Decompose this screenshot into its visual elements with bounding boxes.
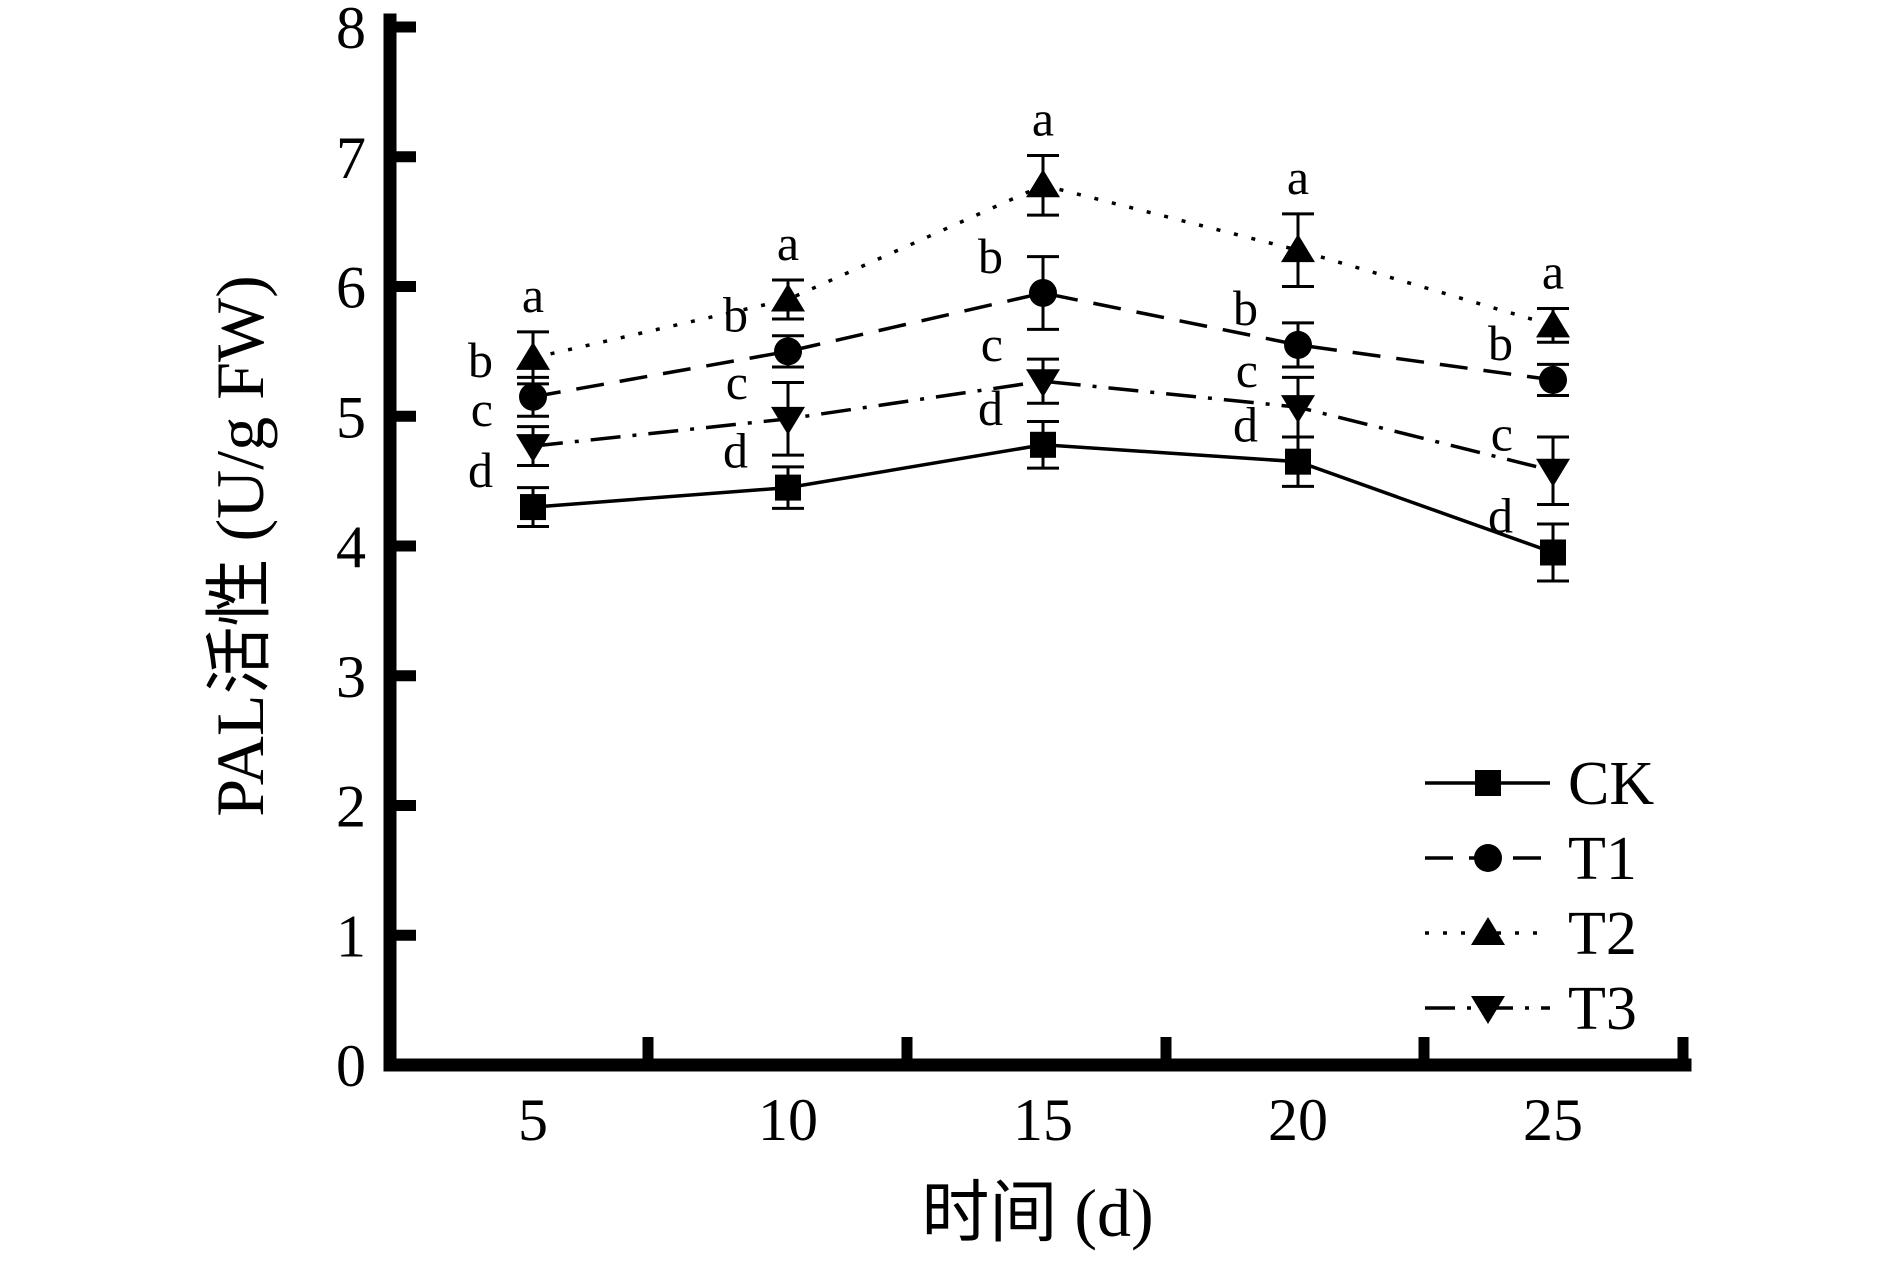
legend-marker-T1 (1474, 844, 1502, 872)
sig-letter-CK-10: d (723, 423, 748, 479)
marker-CK-20 (1285, 448, 1311, 475)
legend-label-T1: T1 (1568, 825, 1637, 893)
sig-letter-CK-25: d (1488, 487, 1513, 543)
marker-T2-20 (1281, 234, 1315, 263)
marker-T2-25 (1536, 309, 1570, 338)
sig-letter-T1-5: b (468, 332, 493, 388)
legend-label-T2: T2 (1568, 900, 1637, 968)
marker-T3-25 (1536, 458, 1570, 487)
sig-letter-T3-25: c (1491, 406, 1513, 462)
legend-label-CK: CK (1568, 750, 1654, 818)
marker-T2-5 (516, 341, 550, 370)
y-tick-label-7: 7 (336, 125, 366, 191)
sig-letter-T3-20: c (1236, 342, 1258, 398)
x-tick-label-20: 20 (1268, 1087, 1328, 1153)
marker-T2-10 (771, 283, 805, 312)
sig-letter-T3-15: c (981, 316, 1003, 372)
y-tick-label-8: 8 (336, 0, 366, 61)
marker-CK-5 (520, 494, 546, 521)
y-tick-label-5: 5 (336, 384, 366, 450)
legend-label-T3: T3 (1568, 975, 1637, 1043)
legend-marker-T2 (1471, 917, 1505, 945)
sig-letter-T2-20: a (1287, 149, 1309, 205)
marker-T3-15 (1026, 369, 1060, 398)
x-tick-label-25: 25 (1523, 1087, 1583, 1153)
marker-T1-10 (774, 337, 802, 366)
sig-letter-T1-25: b (1488, 315, 1513, 371)
sig-letter-T2-25: a (1542, 244, 1564, 300)
marker-T3-20 (1281, 395, 1315, 424)
sig-letter-T1-20: b (1233, 280, 1258, 336)
sig-letter-CK-5: d (468, 442, 493, 498)
marker-T2-15 (1026, 169, 1060, 198)
sig-letter-T3-5: c (471, 381, 493, 437)
sig-letter-T2-5: a (522, 267, 544, 323)
y-axis-title: PAL活性 (U/g FW) (202, 275, 278, 817)
marker-T1-25 (1539, 365, 1567, 394)
y-tick-label-0: 0 (336, 1033, 366, 1099)
legend-marker-T3 (1471, 996, 1505, 1024)
x-tick-label-5: 5 (518, 1087, 548, 1153)
y-tick-label-6: 6 (336, 255, 366, 321)
marker-CK-25 (1540, 539, 1566, 566)
legend-marker-CK (1475, 770, 1501, 796)
marker-CK-15 (1030, 431, 1056, 458)
y-tick-label-1: 1 (336, 903, 366, 969)
sig-letter-CK-20: d (1233, 397, 1258, 453)
marker-T3-5 (516, 434, 550, 463)
sig-letter-T1-15: b (978, 228, 1003, 284)
sig-letter-T3-10: c (726, 354, 748, 410)
sig-letter-T2-15: a (1032, 90, 1054, 146)
y-tick-label-2: 2 (336, 774, 366, 840)
marker-T1-15 (1029, 278, 1057, 307)
marker-CK-10 (775, 474, 801, 501)
y-tick-label-3: 3 (336, 644, 366, 710)
x-tick-label-15: 15 (1013, 1087, 1073, 1153)
marker-T1-20 (1284, 330, 1312, 359)
marker-T1-5 (519, 382, 547, 411)
sig-letter-T2-10: a (777, 215, 799, 271)
x-axis-title: 时间 (d) (921, 1175, 1154, 1251)
x-tick-label-10: 10 (758, 1087, 818, 1153)
marker-T3-10 (771, 406, 805, 435)
y-tick-label-4: 4 (336, 514, 366, 580)
